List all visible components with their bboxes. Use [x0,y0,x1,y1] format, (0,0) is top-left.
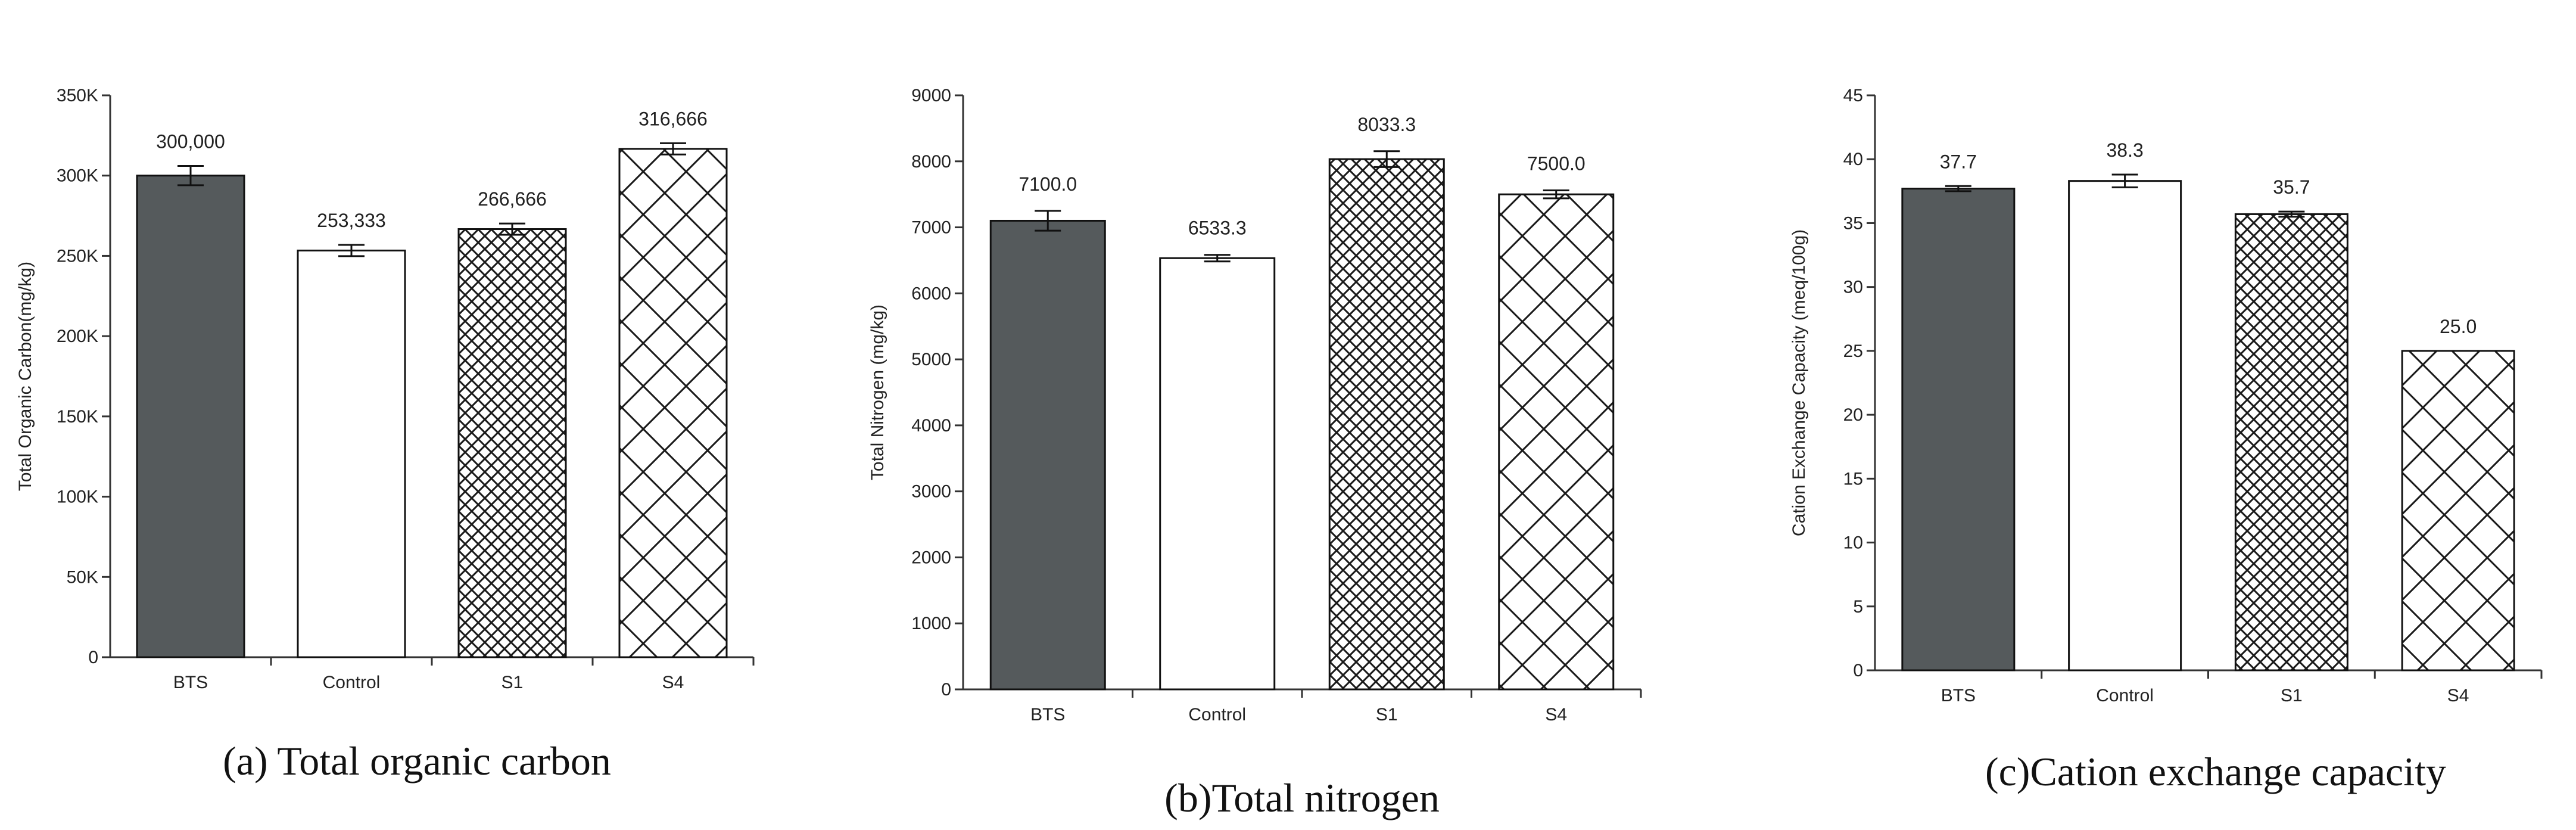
chart-caption: (a) Total organic carbon [223,738,611,784]
data-label: 300,000 [156,131,225,153]
data-label: 7100.0 [1018,173,1077,195]
chart-panel-nitrogen: 0 1000 2000 3000 4000 5000 6000 7000 8000 9000 Tot… [868,86,1642,820]
bar [1328,158,1445,691]
y-tick-label: 0 [1853,661,1863,680]
y-tick-label: 50K [67,567,98,587]
y-tick-label: 100K [57,487,98,507]
y-tick-label: 7000 [911,218,951,238]
y-tick-label: 3000 [911,482,951,502]
x-tick-label: S1 [502,673,524,692]
x-tick-label: S1 [2281,686,2303,705]
y-tick-label: 45 [1843,86,1863,105]
y-tick-label: 350K [57,86,98,105]
data-label: 37.7 [1940,151,1977,172]
y-tick-label: 35 [1843,213,1863,233]
data-label: 38.3 [2106,139,2143,161]
chart-caption: (b)Total nitrogen [1164,775,1440,820]
x-tick-label: BTS [1030,705,1065,725]
chart-caption: (c)Cation exchange capacity [1985,749,2446,794]
data-label: 8033.3 [1357,114,1416,135]
x-tick-label: Control [323,673,381,692]
y-tick-label: 25 [1843,341,1863,361]
bar [297,249,406,658]
y-tick-label: 6000 [911,284,951,303]
y-tick-label: 200K [57,327,98,346]
x-tick-label: Control [1188,705,1246,725]
bar [457,228,567,658]
x-tick-label: S4 [662,673,684,692]
bar [1159,257,1276,691]
y-tick-label: 20 [1843,405,1863,425]
y-axis-title: Total Organic Carbon(mg/kg) [15,262,35,491]
x-tick-label: S4 [1545,705,1567,725]
data-label: 316,666 [638,108,708,129]
data-label: 35.7 [2273,176,2310,198]
bar [1901,188,2016,672]
bar [989,219,1106,691]
bar [2401,350,2515,672]
y-tick-label: 300K [57,166,98,186]
x-tick-label: BTS [1941,686,1976,705]
bar [618,148,728,658]
y-tick-label: 150K [57,407,98,427]
bar [2234,213,2348,672]
bar [2068,180,2182,672]
y-axis-title: Cation Exchange Capacity (meq/100g) [1789,229,1809,536]
y-tick-label: 40 [1843,150,1863,169]
bar [1498,193,1615,691]
data-label: 25.0 [2440,316,2477,337]
data-label: 253,333 [317,210,386,231]
x-tick-label: S4 [2447,686,2469,705]
chart-panel-cec: 0 5 10 15 20 25 30 35 40 45 Cation Exchange Capaci… [1789,86,2543,794]
y-tick-label: 15 [1843,469,1863,489]
data-label: 266,666 [478,188,547,210]
x-tick-label: Control [2096,686,2154,705]
y-tick-label: 0 [88,648,98,667]
chart-panel-toc: 0 50K 100K 150K 200K 250K 300K 350K Total Organi… [15,86,755,784]
y-tick-label: 0 [941,680,951,700]
y-tick-label: 2000 [911,548,951,567]
data-label: 6533.3 [1188,217,1247,239]
bar [136,175,245,658]
data-label: 7500.0 [1527,153,1586,175]
y-tick-label: 8000 [911,152,951,172]
y-tick-label: 5000 [911,350,951,369]
y-tick-label: 5 [1853,597,1863,617]
y-axis-title: Total Nitrogen (mg/kg) [868,304,887,480]
y-tick-label: 1000 [911,614,951,633]
y-tick-label: 250K [57,246,98,266]
y-tick-label: 9000 [911,86,951,105]
y-tick-label: 4000 [911,416,951,436]
x-tick-label: BTS [173,673,208,692]
y-tick-label: 10 [1843,533,1863,553]
y-tick-label: 30 [1843,278,1863,297]
x-tick-label: S1 [1376,705,1398,725]
